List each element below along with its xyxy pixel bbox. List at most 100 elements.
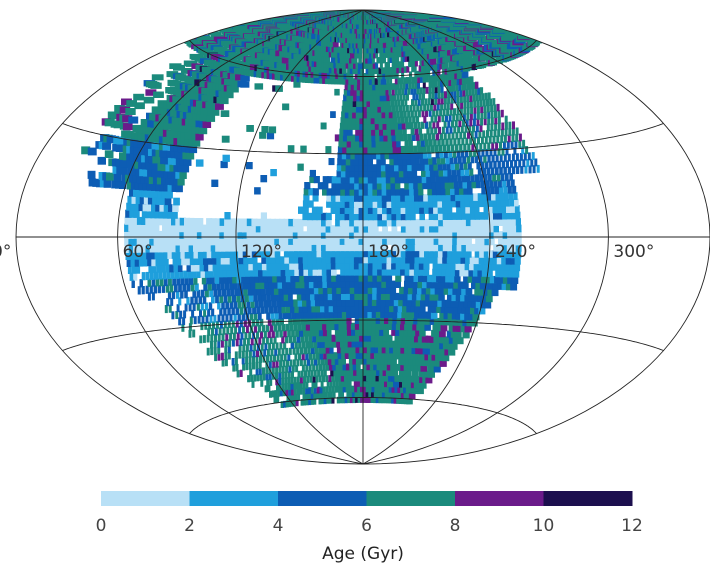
- age-pixel: [367, 256, 374, 264]
- age-pixel: [353, 206, 360, 214]
- age-pixel: [412, 358, 419, 366]
- age-pixel: [443, 132, 447, 140]
- age-pixel: [227, 345, 231, 354]
- age-pixel: [307, 243, 313, 252]
- age-pixel: [336, 346, 342, 354]
- age-pixel: [395, 323, 402, 331]
- age-pixel: [344, 396, 348, 404]
- age-pixel: [180, 290, 184, 299]
- age-pixel: [454, 268, 462, 277]
- age-pixel: [303, 398, 307, 406]
- age-pixel: [278, 312, 283, 320]
- age-pixel: [382, 231, 388, 239]
- age-pixel: [294, 353, 298, 361]
- age-pixel: [489, 98, 493, 106]
- age-pixel: [434, 127, 438, 135]
- age-pixel: [172, 277, 177, 286]
- age-pixel: [302, 305, 308, 313]
- age-pixel: [382, 219, 388, 227]
- age-pixel: [475, 224, 481, 233]
- age-pixel: [345, 385, 350, 393]
- age-pixel: [432, 121, 436, 129]
- age-pixel: [219, 295, 224, 303]
- age-pixel: [354, 391, 359, 398]
- age-pixel: [278, 377, 282, 385]
- age-pixel: [220, 352, 224, 361]
- age-pixel: [376, 304, 382, 312]
- age-pixel: [463, 162, 468, 170]
- age-pixel: [391, 212, 398, 221]
- age-pixel: [242, 250, 249, 258]
- age-pixel: [347, 122, 353, 130]
- age-pixel: [312, 256, 318, 264]
- age-pixel: [201, 224, 208, 233]
- age-pixel: [437, 262, 444, 270]
- age-pixel: [387, 83, 391, 90]
- age-pixel: [483, 256, 490, 265]
- age-pixel: [211, 250, 217, 259]
- age-pixel: [307, 370, 311, 378]
- age-pixel: [339, 219, 346, 227]
- age-pixel: [387, 358, 394, 365]
- age-pixel: [425, 109, 428, 117]
- age-pixel: [260, 225, 267, 233]
- age-pixel: [378, 396, 384, 404]
- age-pixel: [405, 105, 409, 112]
- age-pixel: [143, 258, 148, 267]
- age-pixel: [429, 169, 435, 177]
- age-pixel: [348, 357, 354, 365]
- age-pixel: [353, 256, 360, 264]
- age-pixel: [223, 224, 230, 233]
- age-pixel: [318, 375, 322, 383]
- age-pixel: [394, 334, 401, 342]
- age-pixel: [377, 243, 384, 252]
- age-pixel: [433, 74, 437, 82]
- age-pixel: [155, 278, 160, 287]
- age-pixel: [521, 146, 525, 155]
- age-pixel: [139, 196, 147, 205]
- age-pixel: [319, 334, 325, 343]
- age-pixel: [196, 302, 200, 311]
- age-pixel: [334, 322, 340, 331]
- age-pixel: [246, 281, 252, 290]
- age-pixel: [127, 195, 135, 204]
- age-pixel: [485, 186, 491, 195]
- age-pixel: [162, 217, 169, 226]
- age-pixel: [447, 250, 454, 258]
- age-pixel: [349, 369, 354, 376]
- age-pixel: [206, 347, 210, 356]
- age-pixel: [289, 359, 293, 367]
- age-pixel: [426, 104, 430, 112]
- age-pixel: [267, 268, 273, 277]
- age-pixel: [326, 397, 330, 404]
- age-pixel: [440, 103, 444, 111]
- age-pixel: [453, 90, 457, 98]
- age-pixel: [363, 328, 369, 336]
- age-pixel: [137, 251, 143, 260]
- age-pixel: [254, 300, 259, 308]
- age-pixel: [288, 335, 293, 344]
- age-pixel: [400, 225, 407, 233]
- age-pixel: [269, 231, 276, 239]
- age-pixel: [298, 341, 302, 349]
- age-pixel: [251, 243, 257, 252]
- age-pixel: [282, 359, 286, 368]
- age-pixel: [275, 366, 279, 374]
- age-pixel: [229, 301, 234, 309]
- age-pixel: [151, 258, 156, 267]
- age-pixel: [417, 121, 421, 129]
- age-pixel: [449, 306, 456, 314]
- age-pixel: [407, 88, 411, 95]
- age-pixel: [339, 206, 346, 214]
- age-pixel: [335, 206, 342, 214]
- age-pixel: [453, 126, 457, 134]
- age-pixel: [255, 237, 262, 245]
- age-pixel: [425, 287, 433, 295]
- age-pixel: [293, 250, 299, 258]
- age-pixel: [471, 88, 475, 96]
- age-pixel: [213, 314, 217, 323]
- age-pixel: [419, 104, 423, 112]
- age-pixel: [447, 225, 454, 233]
- age-pixel: [377, 385, 383, 393]
- age-pixel: [233, 301, 238, 309]
